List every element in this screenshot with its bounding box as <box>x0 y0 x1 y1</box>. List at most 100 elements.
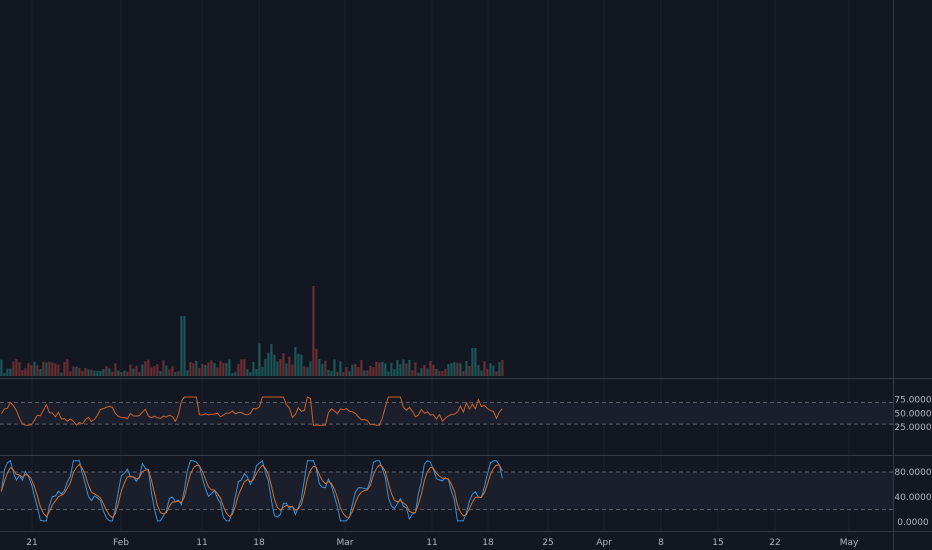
volume-bar <box>228 359 231 376</box>
volume-bar <box>54 363 57 376</box>
volume-bar <box>72 366 75 376</box>
oscillator-axis-tick: 50.0000 <box>894 409 931 419</box>
volume-bar <box>114 363 117 376</box>
time-axis-tick: 18 <box>253 538 265 548</box>
time-axis-tick: 11 <box>196 538 207 548</box>
volume-bar <box>78 367 81 376</box>
volume-bar <box>423 364 426 376</box>
volume-bar <box>336 371 339 376</box>
volume-bar <box>303 366 306 376</box>
volume-bar <box>141 364 144 376</box>
volume-bar <box>285 363 288 376</box>
volume-bar <box>492 365 495 376</box>
volume-bar <box>162 360 165 376</box>
time-axis-tick: 11 <box>426 538 437 548</box>
volume-bar <box>195 360 198 376</box>
volume-bar <box>147 359 150 376</box>
volume-bar <box>297 353 300 376</box>
volume-bar <box>345 367 348 376</box>
volume-bar <box>243 359 246 376</box>
volume-bar <box>231 372 234 376</box>
volume-bar <box>309 361 312 376</box>
volume-bar <box>390 362 393 376</box>
stochastic-axis-tick: 0.0000 <box>897 518 929 528</box>
volume-bar <box>21 370 24 376</box>
volume-bar <box>219 360 222 376</box>
volume-bar <box>429 360 432 376</box>
volume-bar <box>456 362 459 376</box>
volume-bar <box>156 364 159 376</box>
volume-bar <box>51 362 54 376</box>
volume-bar <box>324 360 327 376</box>
volume-bar <box>450 363 453 376</box>
volume-bar <box>495 371 498 376</box>
volume-bar <box>417 372 420 376</box>
volume-bar <box>381 361 384 376</box>
volume-bar <box>270 344 273 376</box>
volume-bar <box>426 368 429 376</box>
volume-bar <box>453 362 456 376</box>
volume-bar <box>45 362 48 376</box>
volume-bar <box>0 359 3 376</box>
volume-bar <box>396 359 399 376</box>
volume-bar <box>36 365 39 376</box>
volume-bar <box>204 364 207 376</box>
volume-bar <box>177 371 180 376</box>
volume-bar <box>75 366 78 376</box>
volume-bar <box>447 364 450 376</box>
volume-bar <box>180 316 183 376</box>
volume-bar <box>441 371 444 376</box>
volume-bar <box>261 366 264 376</box>
oscillator-axis-tick: 75.0000 <box>894 396 931 406</box>
volume-bar <box>105 366 108 376</box>
volume-bar <box>486 368 489 376</box>
volume-bar <box>63 361 66 376</box>
volume-bar <box>210 360 213 376</box>
volume-bar <box>258 343 261 376</box>
volume-bar <box>411 370 414 376</box>
volume-bar <box>249 372 252 376</box>
volume-bar <box>444 368 447 376</box>
volume-bar <box>132 368 135 376</box>
volume-bar <box>108 368 111 376</box>
volume-bar <box>369 365 372 376</box>
time-axis-tick: 25 <box>542 538 553 548</box>
time-axis-tick: 8 <box>658 538 664 548</box>
grid <box>31 0 850 530</box>
volume-bar <box>165 365 168 376</box>
volume-bar <box>501 360 504 376</box>
volume-bar <box>342 372 345 376</box>
volume-bar <box>144 361 147 376</box>
volume-bar <box>18 362 21 376</box>
volume-bar <box>354 364 357 376</box>
volume-bar <box>489 363 492 376</box>
volume-bar <box>360 360 363 376</box>
volume-bar <box>234 371 237 376</box>
time-axis-tick: Apr <box>596 538 612 548</box>
volume-bar <box>300 354 303 376</box>
volume-bar <box>351 364 354 376</box>
volume-bar <box>3 372 6 376</box>
volume-bar <box>306 367 309 376</box>
volume-bar <box>315 349 318 376</box>
volume-bar <box>357 366 360 376</box>
oscillator-band <box>0 402 893 425</box>
time-axis-tick: 15 <box>712 538 723 548</box>
volume-bar <box>174 372 177 376</box>
stochastic-axis-tick: 40.0000 <box>894 493 931 503</box>
volume-bar <box>498 362 501 376</box>
volume-bar <box>138 371 141 376</box>
volume-bar <box>399 364 402 376</box>
time-axis-tick: 21 <box>26 538 37 548</box>
volume-bar <box>273 354 276 376</box>
volume-bar <box>378 362 381 376</box>
volume-bar <box>465 361 468 376</box>
volume-bar <box>153 365 156 376</box>
volume-bar <box>480 370 483 376</box>
time-axis-tick: May <box>840 538 859 548</box>
volume-bar <box>408 359 411 376</box>
volume-bar <box>288 356 291 376</box>
volume-bar <box>87 369 90 376</box>
